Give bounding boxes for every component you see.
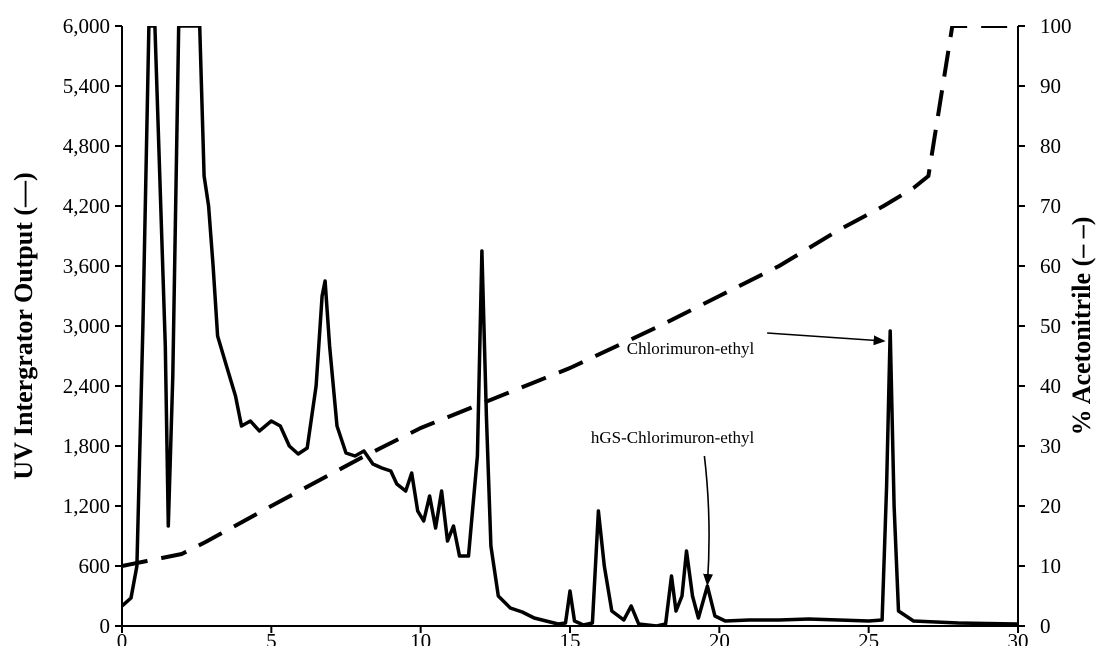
y-right-tick-label: 10 (1040, 554, 1061, 578)
x-tick-label: 10 (410, 629, 431, 646)
axes-layer: 0 5 10 15 20 25 3006001,2001,8002,4003,0003,60… (63, 14, 1072, 651)
y-axis-left-title: UV Intergrator Output (—) (9, 172, 38, 479)
y-left-tick-label: 4,800 (63, 134, 110, 158)
y-right-tick-label: 80 (1040, 134, 1061, 158)
y-left-tick-label: 3,600 (63, 254, 110, 278)
x-tick-label: 30 (1008, 629, 1029, 646)
hgs-chlorimuron-ethyl-label: hGS-Chlorimuron-ethyl (591, 428, 755, 447)
y-right-tick-label: 30 (1040, 434, 1061, 458)
y-right-tick-label: 40 (1040, 374, 1061, 398)
acetonitrile-gradient-line (122, 26, 1012, 568)
annotation-layer: Chlorimuron-ethyl hGS-Chlorimuron-ethyl (591, 332, 886, 586)
y-right-tick-label: 100 (1040, 14, 1072, 38)
series-layer (122, 26, 1018, 626)
y-left-tick-label: 1,200 (63, 494, 110, 518)
y-left-tick-label: 5,400 (63, 74, 110, 98)
x-tick-label: 5 (266, 629, 277, 646)
y-right-tick-label: 60 (1040, 254, 1061, 278)
x-tick-label: 15 (560, 629, 581, 646)
hgs-chlorimuron-ethyl-arrow (703, 455, 714, 586)
uv-output-trace (122, 26, 1018, 626)
y-left-tick-label: 600 (79, 554, 111, 578)
y-left-tick-label: 4,200 (63, 194, 110, 218)
x-tick-label: 25 (858, 629, 879, 646)
y-left-tick-label: 2,400 (63, 374, 110, 398)
y-right-tick-label: 50 (1040, 314, 1061, 338)
y-right-tick-label: 70 (1040, 194, 1061, 218)
y-right-tick-label: 90 (1040, 74, 1061, 98)
y-left-tick-label: 6,000 (63, 14, 110, 38)
y-right-tick-label: 0 (1040, 614, 1051, 638)
y-left-tick-label: 1,800 (63, 434, 110, 458)
y-left-tick-label: 0 (100, 614, 111, 638)
y-axis-right-title: % Acetonitrile (– –) (1067, 217, 1096, 436)
chlorimuron-ethyl-arrow (767, 332, 886, 346)
x-tick-label: 20 (709, 629, 730, 646)
chlorimuron-ethyl-label: Chlorimuron-ethyl (627, 339, 755, 358)
y-left-tick-label: 3,000 (63, 314, 110, 338)
y-right-tick-label: 20 (1040, 494, 1061, 518)
x-tick-label: 0 (117, 629, 128, 646)
